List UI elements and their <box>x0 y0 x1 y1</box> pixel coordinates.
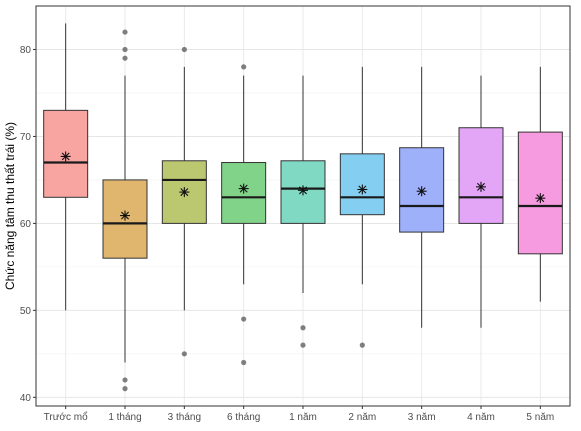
iqr-box <box>517 131 563 255</box>
y-tick-label: 70 <box>20 132 32 143</box>
mean-marker <box>179 187 190 198</box>
x-tick-label: Trước mổ <box>44 411 88 423</box>
outlier-point <box>300 342 306 348</box>
y-tick-label: 80 <box>20 45 32 56</box>
x-tick-label: 1 năm <box>289 412 317 423</box>
box-6 <box>339 66 385 348</box>
mean-stroke <box>239 184 248 193</box>
outlier-point <box>241 316 247 322</box>
x-tick-label: 3 tháng <box>168 412 201 423</box>
mean-marker <box>357 184 368 195</box>
mean-stroke <box>536 194 545 203</box>
outlier-point <box>181 351 187 357</box>
outlier-point <box>122 29 128 35</box>
x-tick-label: 3 năm <box>408 412 436 423</box>
box-series <box>43 23 563 392</box>
outlier-point <box>300 325 306 331</box>
mean-marker <box>298 185 308 196</box>
mean-stroke <box>417 187 426 196</box>
outlier-point <box>122 377 128 383</box>
y-tick-label: 60 <box>20 219 32 230</box>
x-tick-label: 2 năm <box>348 412 376 423</box>
mean-marker <box>535 193 546 204</box>
y-tick-label: 40 <box>20 393 32 404</box>
mean-stroke <box>477 182 485 191</box>
box-8 <box>458 75 504 328</box>
box-2 <box>102 29 148 392</box>
x-tick-label: 4 năm <box>467 412 495 423</box>
outlier-point <box>122 55 128 61</box>
x-tick-label: 1 tháng <box>108 412 141 423</box>
mean-stroke <box>358 185 367 194</box>
outlier-point <box>241 64 247 70</box>
outlier-point <box>241 359 247 366</box>
x-tick-label: 6 tháng <box>227 412 260 423</box>
mean-stroke <box>180 188 189 197</box>
outlier-point <box>122 46 128 53</box>
outlier-point <box>359 342 365 348</box>
box-1 <box>43 23 89 311</box>
y-axis: 40 50 60 70 80 <box>20 45 36 404</box>
mean-stroke <box>61 152 70 161</box>
outlier-point <box>181 46 187 53</box>
box-4 <box>221 64 267 366</box>
box-5 <box>280 75 326 348</box>
box-7 <box>399 66 445 328</box>
iqr-box <box>458 127 504 224</box>
outlier-point <box>122 386 128 392</box>
y-axis-title: Chức năng tâm thu thất trái (%) <box>3 122 17 290</box>
mean-stroke <box>299 186 307 195</box>
x-tick-label: 5 năm <box>526 412 554 423</box>
x-axis: Trước mổ 1 tháng 3 tháng 6 tháng 1 năm 2 năm 3… <box>44 406 554 423</box>
mean-marker <box>476 181 486 192</box>
box-9 <box>517 66 563 302</box>
box-3 <box>161 46 207 357</box>
mean-marker <box>60 151 71 162</box>
y-tick-label: 50 <box>20 306 32 317</box>
mean-marker <box>120 210 130 221</box>
mean-marker <box>238 183 249 194</box>
mean-marker <box>416 186 427 197</box>
iqr-box <box>339 153 385 216</box>
mean-stroke <box>121 211 129 220</box>
